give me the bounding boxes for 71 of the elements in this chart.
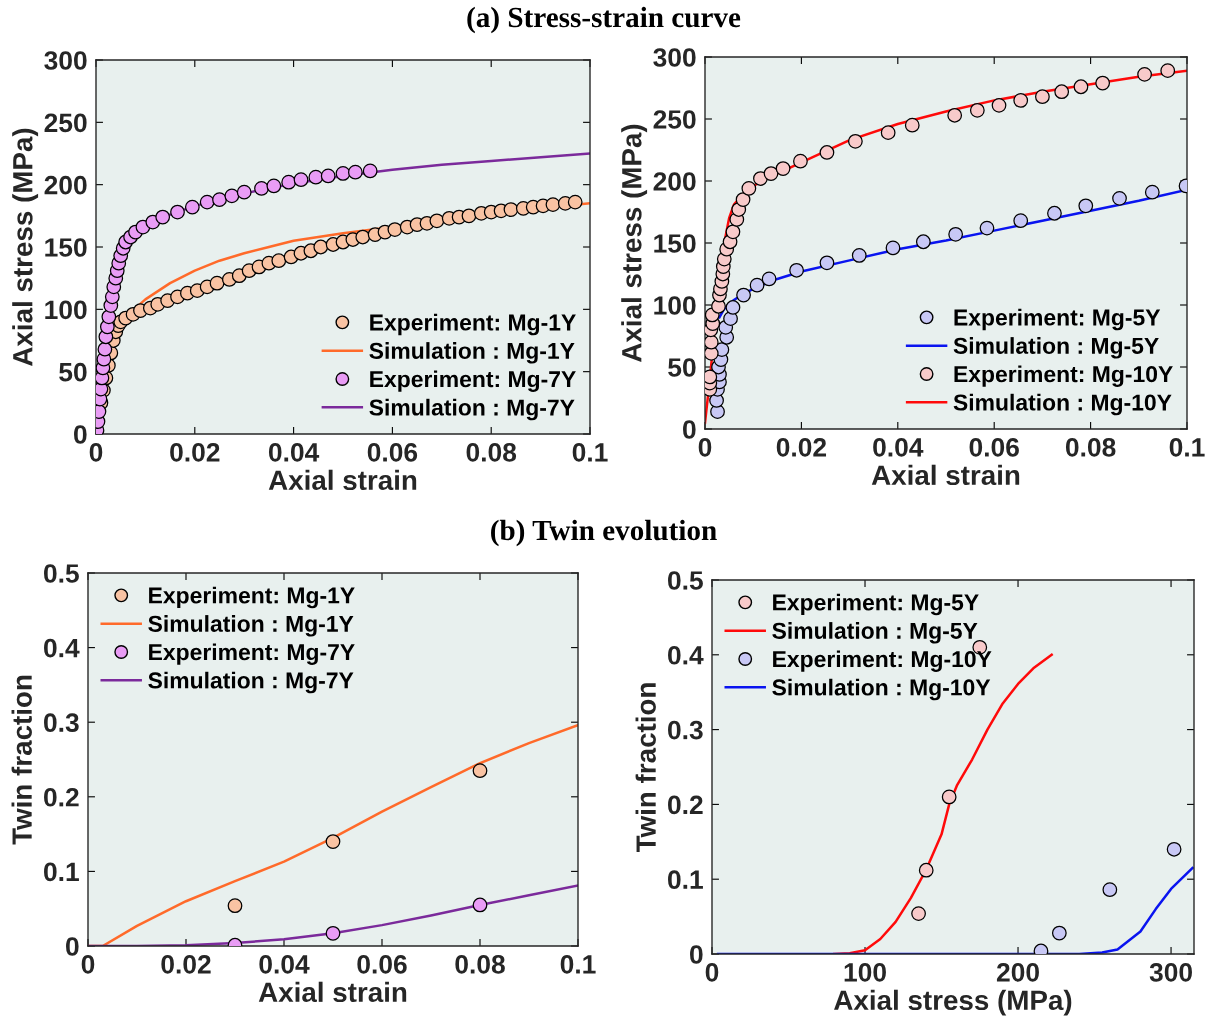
y-tick-label: 50 [668, 358, 696, 377]
legend-label: Simulation : Mg-5Y [772, 622, 978, 644]
y-tick-label: 200 [653, 172, 696, 191]
legend-label: Experiment: Mg-1Y [370, 313, 576, 336]
y-tick-label: 0.3 [44, 713, 79, 733]
y-tick-label: 100 [654, 296, 696, 315]
x-tick-label: 0.06 [969, 438, 1019, 457]
x-axis-title: Axial strain [871, 464, 1020, 486]
x-tick-label: 100 [844, 963, 886, 982]
y-tick-label: 0.1 [668, 870, 703, 890]
legend-label: Experiment: Mg-7Y [149, 643, 355, 665]
y-axis-title: Twin fraction [11, 675, 32, 845]
x-tick-label: 0.02 [776, 438, 827, 457]
x-tick-label: 0.06 [357, 955, 407, 974]
x-tick-label: 0.02 [161, 955, 211, 974]
legend-label: Experiment: Mg-5Y [773, 593, 979, 616]
x-tick-label: 0.08 [466, 443, 517, 462]
y-tick-label: 250 [653, 110, 696, 129]
y-tick-label: 200 [44, 175, 87, 195]
y-axis-title: Axial stress (MPa) [12, 128, 39, 366]
legend-label: Simulation : Mg-1Y [369, 342, 575, 364]
y-tick-label: 300 [44, 51, 87, 70]
y-tick-label: 100 [45, 300, 87, 320]
legend-label: Experiment: Mg-5Y [954, 308, 1161, 331]
y-tick-label: 250 [44, 113, 87, 133]
legend-label: Experiment: Mg-10Y [773, 650, 992, 672]
x-tick-label: 0.08 [455, 955, 505, 974]
y-tick-label: 0.5 [668, 571, 703, 590]
x-tick-label: 300 [1149, 963, 1192, 982]
legend-label: Experiment: Mg-7Y [370, 370, 576, 392]
x-tick-label: 200 [996, 963, 1039, 982]
y-tick-label: 150 [654, 234, 696, 253]
y-tick-label: 0 [74, 425, 87, 444]
legend-label: Simulation : Mg-5Y [953, 337, 1159, 359]
legend-label: Experiment: Mg-1Y [149, 586, 355, 609]
legend-label: Experiment: Mg-10Y [954, 365, 1173, 387]
y-tick-label: 0 [683, 420, 696, 439]
x-axis-title: Axial stress (MPa) [834, 989, 1072, 1016]
x-tick-label: 0.1 [1169, 438, 1205, 457]
y-tick-label: 0.4 [44, 638, 80, 658]
x-tick-label: 0.08 [1065, 438, 1116, 457]
chart-title: (a) Stress-strain curve [467, 6, 741, 34]
chart-title: (b) Twin evolution [491, 519, 717, 547]
x-tick-label: 0.04 [873, 438, 924, 457]
y-axis-title: Twin fraction [635, 683, 656, 853]
legend-label: Simulation : Mg-10Y [772, 678, 991, 701]
legend-label: Simulation : Mg-1Y [148, 615, 354, 637]
y-tick-label: 0.3 [668, 720, 703, 740]
x-tick-label: 0.02 [170, 443, 220, 462]
x-axis-title: Axial strain [258, 981, 407, 1003]
legend-label: Simulation : Mg-7Y [369, 398, 575, 421]
legend-label: Simulation : Mg-10Y [953, 393, 1172, 416]
legend-label: Simulation : Mg-7Y [148, 671, 354, 694]
y-tick-label: 0.2 [668, 795, 703, 815]
y-tick-label: 150 [45, 238, 87, 257]
y-tick-label: 50 [59, 362, 87, 382]
x-tick-label: 0.1 [572, 443, 608, 462]
y-axis-title: Axial stress (MPa) [621, 124, 648, 362]
x-tick-label: 0.1 [560, 955, 596, 974]
x-tick-label: 0.06 [367, 443, 418, 462]
y-tick-label: 0 [66, 937, 79, 956]
y-tick-label: 0.2 [44, 787, 79, 807]
x-tick-label: 0 [89, 443, 103, 462]
x-axis-title: Axial strain [268, 469, 417, 491]
y-tick-label: 0.1 [44, 862, 79, 882]
x-tick-label: 0.04 [259, 955, 310, 974]
x-tick-label: 0.04 [268, 443, 320, 462]
x-tick-label: 0 [705, 963, 719, 982]
y-tick-label: 0.4 [668, 645, 704, 665]
y-tick-label: 0.5 [44, 564, 79, 583]
y-tick-label: 300 [653, 48, 696, 67]
